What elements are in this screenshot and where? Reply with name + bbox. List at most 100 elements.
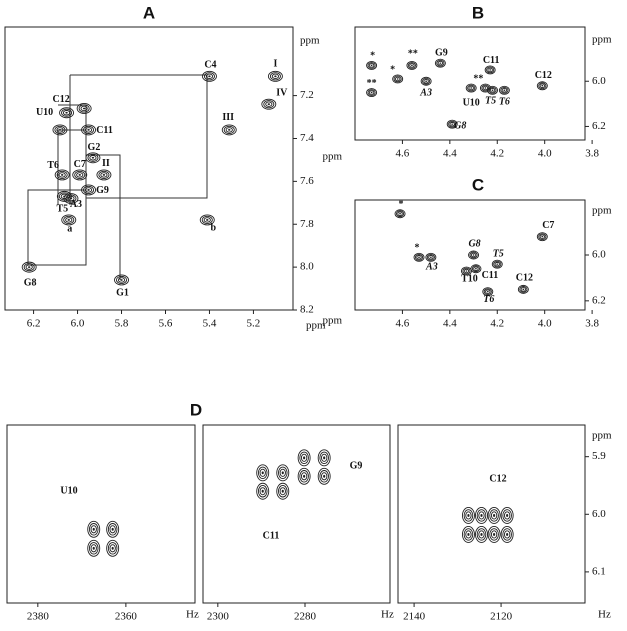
peak [256,464,270,482]
contour-ring [265,101,273,107]
contour-core [303,474,306,478]
contour-core [480,533,483,536]
peak [475,525,488,543]
peak [462,525,475,543]
contour-ring [98,170,110,179]
contour-ring [517,284,529,294]
annotation: C11 [263,530,280,541]
contour-core [493,514,496,517]
contour-ring [223,125,235,134]
x-tick-label: 2120 [490,611,513,623]
contour-ring [317,449,331,467]
peak [462,506,475,524]
plot-frame [354,26,586,141]
peak [420,76,432,86]
contour-ring [259,468,266,477]
contour-ring [83,185,95,194]
x-tick-label: 4.0 [538,148,552,160]
contour-ring [467,84,476,92]
contour-core [439,62,442,64]
contour-core [493,533,496,536]
contour-ring [465,83,477,93]
peak [468,250,480,260]
contour-ring [501,88,508,93]
contour-ring [539,234,546,239]
contour-ring [84,127,93,133]
peak [434,58,446,68]
contour-ring [277,485,288,498]
contour-core [87,129,90,131]
contour-ring [538,82,547,90]
contour-ring [256,464,270,482]
peak-label: * [399,199,404,210]
contour-ring [221,124,237,136]
connector [86,154,121,280]
peak-label: * [370,51,375,62]
contour-ring [117,277,126,283]
x-tick-label: 4.4 [443,318,457,330]
x-tick-label: 5.4 [203,318,217,330]
peak [470,264,482,274]
contour-ring [366,60,378,70]
contour-core [429,256,432,259]
contour-ring [396,210,405,218]
contour-ring [368,63,375,68]
peak [276,464,290,482]
contour-ring [460,266,472,276]
contour-ring [257,485,268,498]
contour-core [503,89,506,91]
peak [487,85,498,95]
peak-label: G1 [116,287,129,298]
peak-label: C12 [53,94,70,105]
annotation: G9 [350,460,363,471]
contour-ring [536,232,548,242]
contour-ring [434,58,446,68]
contour-ring [58,172,66,178]
contour-ring [65,194,77,203]
contour-ring [83,125,95,134]
peak [366,60,378,70]
peak [479,83,491,93]
contour-ring [414,253,424,261]
contour-ring [482,287,494,297]
annotation: U10 [60,485,77,496]
peak [460,266,472,276]
contour-ring [63,193,79,204]
contour-ring [81,124,96,136]
contour-ring [269,72,281,81]
contour-ring [367,62,376,69]
contour-ring [279,487,286,496]
y-tick-label: 5.9 [592,450,606,462]
contour-core [87,189,90,191]
contour-ring [263,100,275,109]
contour-ring [368,90,375,95]
annotation: C12 [489,473,506,484]
peak [536,232,548,242]
panel-title: C [472,175,484,194]
contour-ring [84,187,93,193]
y-tick-label: 6.2 [592,120,606,132]
panel: 2380 2360 Hz U10 [6,424,199,623]
peak-label: C12 [535,70,552,81]
peak [106,539,120,557]
peak [52,124,68,136]
peak [81,184,96,196]
contour-ring [52,124,68,136]
contour-core [465,270,468,272]
contour-ring [519,286,528,293]
contour-ring [489,88,496,93]
contour-ring [468,250,480,260]
x-tick-label: 3.8 [585,318,599,330]
contour-core [506,514,509,517]
contour-core [484,87,487,89]
contour-ring [463,528,474,541]
contour-ring [276,482,290,500]
contour-ring [422,77,431,85]
peak [406,60,418,70]
peak-label: A3 [425,262,438,273]
contour-core [111,546,114,550]
x-tick-label: 4.2 [490,148,504,160]
contour-ring [504,530,511,539]
contour-ring [54,169,70,181]
contour-ring [74,170,86,179]
